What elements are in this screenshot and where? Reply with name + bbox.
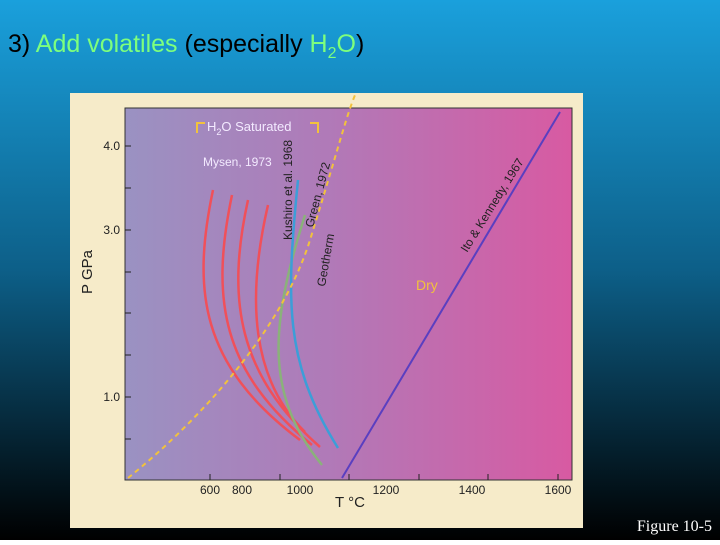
dry-label: Dry — [416, 277, 438, 293]
x-tick-label: 600 — [200, 483, 220, 497]
kushiro-label: Kushiro et al. 1968 — [281, 140, 295, 240]
y-tick-label: 4.0 — [103, 139, 120, 153]
title-highlight: Add volatiles — [36, 30, 178, 58]
label-part: H — [207, 119, 216, 134]
label-part: O Saturated — [221, 119, 291, 134]
title-highlight: H — [310, 30, 328, 58]
curves — [127, 94, 561, 479]
mysen-label: Mysen, 1973 — [203, 155, 272, 169]
x-tick-label: 800 — [232, 483, 252, 497]
y-tick-label: 3.0 — [103, 223, 120, 237]
title-highlight: O — [337, 30, 356, 58]
title-subscript: 2 — [328, 45, 337, 62]
title-part: 3) — [8, 30, 36, 58]
x-tick-label: 1200 — [373, 483, 400, 497]
x-axis-label: T °C — [335, 494, 365, 511]
x-ticks — [209, 474, 559, 480]
saturated-brackets — [196, 122, 319, 133]
y-tick-label: 1.0 — [103, 390, 120, 404]
plot-area — [124, 107, 573, 481]
x-tick-label: 1000 — [287, 483, 314, 497]
y-ticks — [125, 145, 131, 440]
slide-title: 3) Add volatiles (especially H2O) — [8, 30, 364, 62]
x-tick-label: 1400 — [459, 483, 486, 497]
label-subscript: 2 — [216, 127, 221, 137]
saturated-label: H2O Saturated — [207, 119, 292, 137]
x-tick-label: 1600 — [545, 483, 572, 497]
y-axis-label: P GPa — [79, 249, 96, 294]
caption: Figure 10-5 — [637, 518, 712, 535]
title-part: (especially — [178, 30, 310, 58]
title-part: ) — [356, 30, 364, 58]
